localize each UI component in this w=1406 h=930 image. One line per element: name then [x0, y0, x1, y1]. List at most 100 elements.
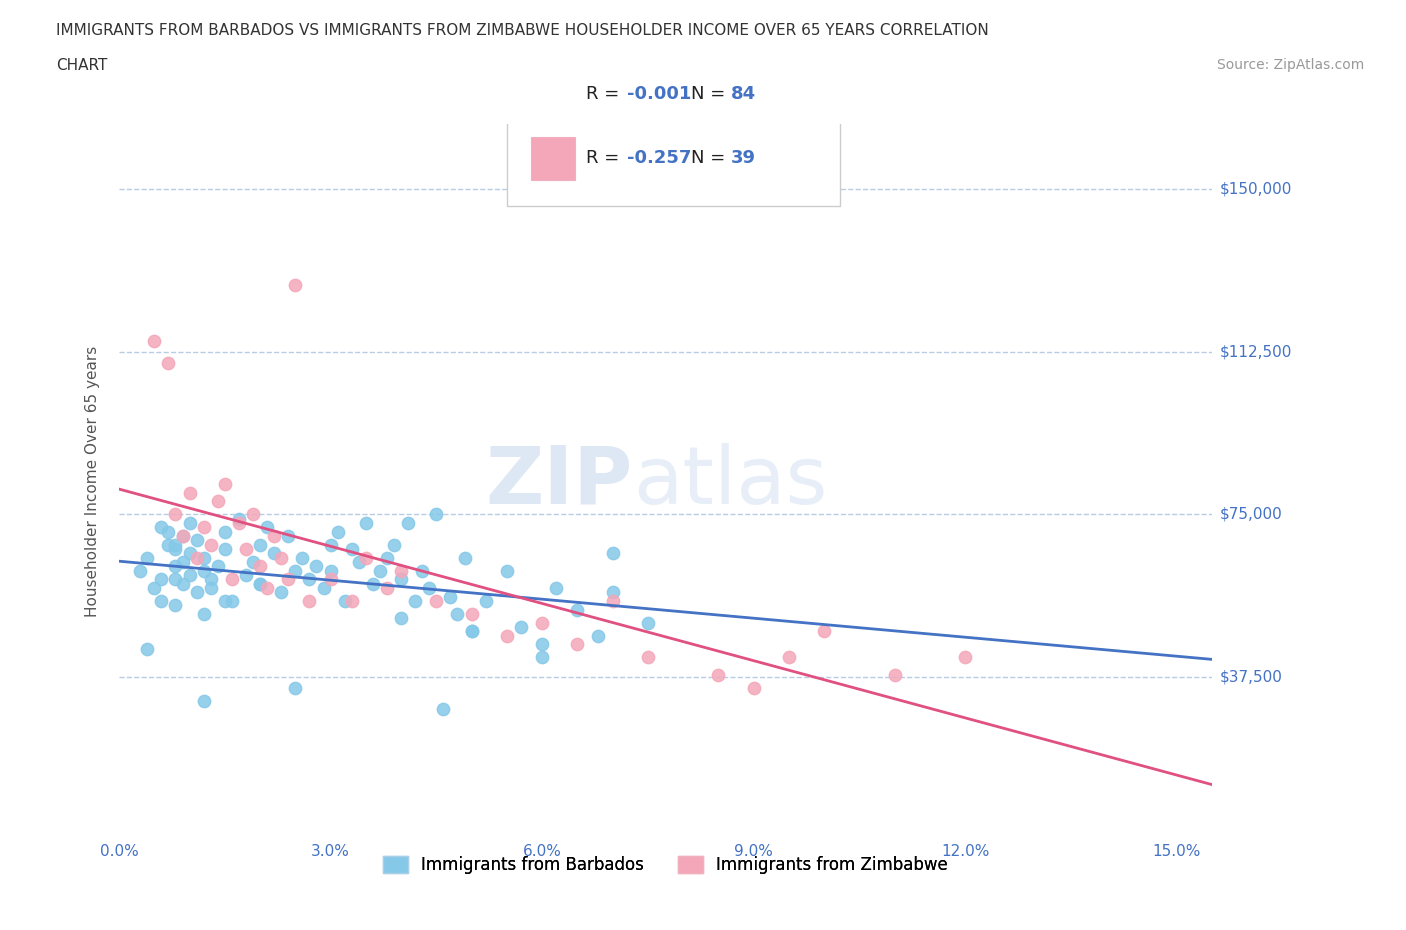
Point [172, 528, 194, 543]
Point [453, 551, 475, 565]
Point [375, 551, 398, 565]
Point [165, 507, 187, 522]
Point [270, 551, 292, 565]
Point [460, 624, 482, 639]
Point [432, 702, 454, 717]
Point [242, 554, 264, 569]
Point [193, 564, 215, 578]
Point [319, 572, 342, 587]
Point [284, 277, 307, 292]
Text: $37,500: $37,500 [1220, 670, 1284, 684]
Point [172, 554, 194, 569]
Text: atlas: atlas [633, 443, 827, 521]
Point [186, 533, 208, 548]
Point [588, 628, 610, 643]
Point [389, 611, 412, 626]
Point [193, 693, 215, 708]
Point [193, 520, 215, 535]
Text: -0.257: -0.257 [627, 150, 692, 167]
Point [214, 541, 236, 556]
Point [172, 577, 194, 591]
Point [637, 616, 659, 631]
Point [150, 520, 173, 535]
Point [150, 572, 173, 587]
FancyBboxPatch shape [531, 73, 575, 115]
Text: $112,500: $112,500 [1220, 344, 1292, 359]
Text: 84: 84 [731, 85, 756, 103]
Point [531, 650, 554, 665]
Point [813, 624, 835, 639]
Text: Source: ZipAtlas.com: Source: ZipAtlas.com [1216, 58, 1364, 72]
Point [249, 538, 271, 552]
Point [312, 580, 335, 595]
Point [129, 564, 152, 578]
Text: R =: R = [586, 150, 624, 167]
Point [361, 577, 384, 591]
Point [165, 541, 187, 556]
Point [567, 603, 589, 618]
Point [277, 572, 299, 587]
FancyBboxPatch shape [508, 46, 841, 206]
Point [249, 559, 271, 574]
Point [375, 580, 398, 595]
Point [305, 559, 328, 574]
Text: R =: R = [586, 85, 624, 103]
Point [883, 667, 905, 682]
Point [333, 593, 356, 608]
Point [778, 650, 800, 665]
Legend: Immigrants from Barbados, Immigrants from Zimbabwe: Immigrants from Barbados, Immigrants fro… [377, 850, 955, 881]
Point [263, 546, 285, 561]
Point [193, 606, 215, 621]
Point [953, 650, 976, 665]
Point [460, 624, 482, 639]
Point [340, 593, 363, 608]
Point [179, 546, 201, 561]
Point [249, 577, 271, 591]
Text: -0.001: -0.001 [627, 85, 692, 103]
Point [186, 551, 208, 565]
Point [157, 538, 180, 552]
Point [270, 585, 292, 600]
Point [460, 606, 482, 621]
Point [707, 667, 730, 682]
Point [347, 554, 370, 569]
Point [242, 507, 264, 522]
Point [157, 355, 180, 370]
Point [235, 541, 257, 556]
Text: N =: N = [690, 85, 731, 103]
Point [326, 525, 349, 539]
Point [165, 559, 187, 574]
Point [214, 593, 236, 608]
Point [298, 572, 321, 587]
Point [602, 585, 624, 600]
Text: ZIP: ZIP [485, 443, 633, 521]
Point [602, 546, 624, 561]
Y-axis label: Householder Income Over 65 years: Householder Income Over 65 years [86, 346, 100, 618]
Point [165, 538, 187, 552]
Text: N =: N = [690, 150, 731, 167]
Point [319, 538, 342, 552]
Point [193, 551, 215, 565]
Point [200, 538, 222, 552]
Point [495, 564, 517, 578]
Point [172, 528, 194, 543]
Point [474, 593, 496, 608]
Point [319, 564, 342, 578]
Point [277, 528, 299, 543]
Point [439, 590, 461, 604]
Point [546, 580, 568, 595]
Point [389, 572, 412, 587]
Point [136, 641, 159, 656]
Point [495, 628, 517, 643]
Point [284, 680, 307, 695]
Point [143, 334, 166, 349]
Point [531, 616, 554, 631]
Point [425, 507, 447, 522]
Point [179, 567, 201, 582]
Point [256, 520, 278, 535]
Point [354, 551, 377, 565]
Point [179, 485, 201, 500]
Point [228, 515, 250, 530]
Point [284, 564, 307, 578]
Point [340, 541, 363, 556]
